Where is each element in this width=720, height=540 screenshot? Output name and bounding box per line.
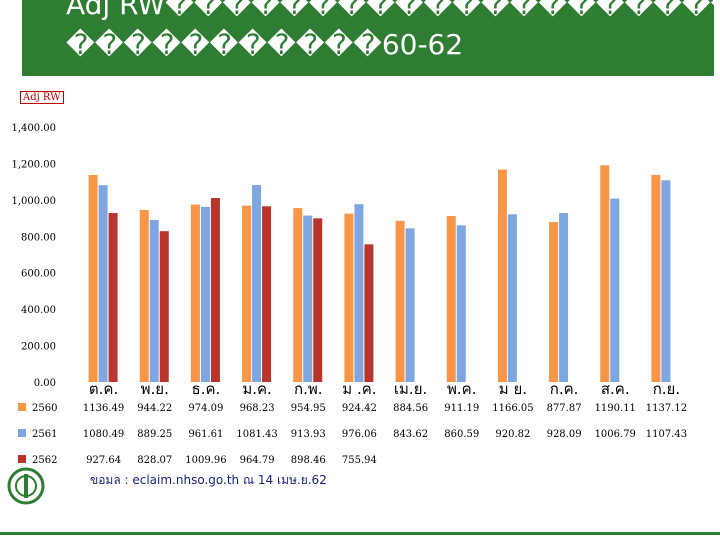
bar-2561 <box>405 228 415 382</box>
bar-2561 <box>610 198 620 382</box>
table-cell-value: 860.59 <box>444 429 479 440</box>
title-banner: Adj RW���������������������� �����������… <box>22 0 714 76</box>
bar-2561 <box>661 180 671 382</box>
y-tick-label: 400.00 <box>21 305 56 316</box>
x-category-label: เม.ย. <box>394 380 427 398</box>
x-category-label: ก.ค. <box>550 380 579 398</box>
x-category-label: ม.ค. <box>242 380 271 398</box>
table-cell-value: 1107.43 <box>646 429 687 440</box>
table-cell-value: 974.09 <box>188 403 223 414</box>
table-cell-value: 898.46 <box>291 455 326 466</box>
bar-2561 <box>98 185 108 382</box>
table-cell-value: 928.09 <box>547 429 582 440</box>
x-category-label: พ.ค. <box>447 380 476 398</box>
bar-2560 <box>190 204 200 382</box>
y-tick-label: 800.00 <box>21 232 56 243</box>
footer-divider <box>0 532 720 535</box>
bar-2560 <box>600 165 610 382</box>
table-cell-value: 944.22 <box>137 403 172 414</box>
table-cell-value: 954.95 <box>291 403 326 414</box>
bar-2560 <box>293 208 303 382</box>
table-cell-value: 755.94 <box>342 455 377 466</box>
legend-label: 2560 <box>32 403 57 414</box>
bar-2561 <box>303 215 313 382</box>
bar-2560 <box>651 174 661 382</box>
table-cell-value: 964.79 <box>240 455 275 466</box>
y-tick-label: 200.00 <box>21 342 56 353</box>
legend-swatch-2560 <box>18 403 26 411</box>
bar-2562 <box>108 213 118 382</box>
y-tick-label: 1,400.00 <box>11 123 56 134</box>
table-cell-value: 1166.05 <box>492 403 533 414</box>
table-cell-value: 1081.43 <box>236 429 277 440</box>
bar-2561 <box>559 212 569 382</box>
table-cell-value: 1009.96 <box>185 455 226 466</box>
bar-2560 <box>88 174 98 382</box>
bar-2560 <box>395 220 405 382</box>
x-category-label: ต.ค. <box>89 380 118 398</box>
table-cell-value: 920.82 <box>495 429 530 440</box>
bar-2561 <box>149 220 159 382</box>
bar-2560 <box>344 213 354 382</box>
y-axis-label: Adj RW <box>20 91 64 104</box>
bar-2560 <box>242 205 252 382</box>
table-cell-value: 889.25 <box>137 429 172 440</box>
legend-label: 2562 <box>32 455 57 466</box>
x-category-label: ม ย. <box>499 380 527 398</box>
table-cell-value: 1190.11 <box>595 403 636 414</box>
bar-2560 <box>446 216 456 382</box>
bar-2561 <box>507 214 517 382</box>
y-tick-label: 1,000.00 <box>11 196 56 207</box>
title-line-2: �����������60-62 <box>66 28 464 61</box>
table-cell-value: 877.87 <box>547 403 582 414</box>
bar-2562 <box>313 218 323 382</box>
table-cell-value: 1137.12 <box>646 403 687 414</box>
data-source-note: ขอมล : eclaim.nhso.go.th ณ 14 เมษ.ย.62 <box>90 473 327 487</box>
table-cell-value: 1136.49 <box>83 403 124 414</box>
table-cell-value: 828.07 <box>137 455 172 466</box>
bar-2562 <box>210 198 220 382</box>
bar-2561 <box>354 204 364 382</box>
table-cell-value: 968.23 <box>240 403 275 414</box>
bar-2562 <box>159 231 169 382</box>
bar-2560 <box>139 210 149 382</box>
bar-2560 <box>549 222 559 382</box>
bar-2561 <box>252 185 262 382</box>
x-category-label: ธ.ค. <box>192 380 221 398</box>
legend-swatch-2562 <box>18 455 26 463</box>
x-category-label: ก.พ. <box>294 380 323 398</box>
y-tick-label: 0.00 <box>34 378 56 389</box>
table-cell-value: 961.61 <box>188 429 223 440</box>
bar-2562 <box>364 244 374 382</box>
bar-2560 <box>497 169 507 382</box>
x-category-label: ม .ค. <box>342 380 376 398</box>
footer: ขอมล : eclaim.nhso.go.th ณ 14 เมษ.ย.62 <box>0 462 720 540</box>
bar-chart: 1,400.00 1,200.00 1,000.00 800.00 600.00 400.… <box>11 123 687 466</box>
x-category-label: ก.ย. <box>653 380 680 398</box>
x-category-label: พ.ย. <box>141 380 169 398</box>
bar-2561 <box>456 225 466 382</box>
legend-label: 2561 <box>32 429 57 440</box>
table-cell-value: 924.42 <box>342 403 377 414</box>
table-cell-value: 927.64 <box>86 455 121 466</box>
table-cell-value: 911.19 <box>444 403 479 414</box>
table-cell-value: 1080.49 <box>83 429 124 440</box>
x-category-label: ส.ค. <box>601 380 630 398</box>
title-line-1: Adj RW���������������������� <box>66 0 714 21</box>
bar-2562 <box>262 206 272 382</box>
table-cell-value: 976.06 <box>342 429 377 440</box>
table-cell-value: 843.62 <box>393 429 428 440</box>
y-tick-label: 600.00 <box>21 269 56 280</box>
y-tick-label: 1,200.00 <box>11 159 56 170</box>
legend-swatch-2561 <box>18 429 26 437</box>
ministry-logo-icon <box>7 467 45 505</box>
table-cell-value: 884.56 <box>393 403 428 414</box>
table-cell-value: 913.93 <box>291 429 326 440</box>
bar-2561 <box>200 206 210 382</box>
table-cell-value: 1006.79 <box>595 429 636 440</box>
